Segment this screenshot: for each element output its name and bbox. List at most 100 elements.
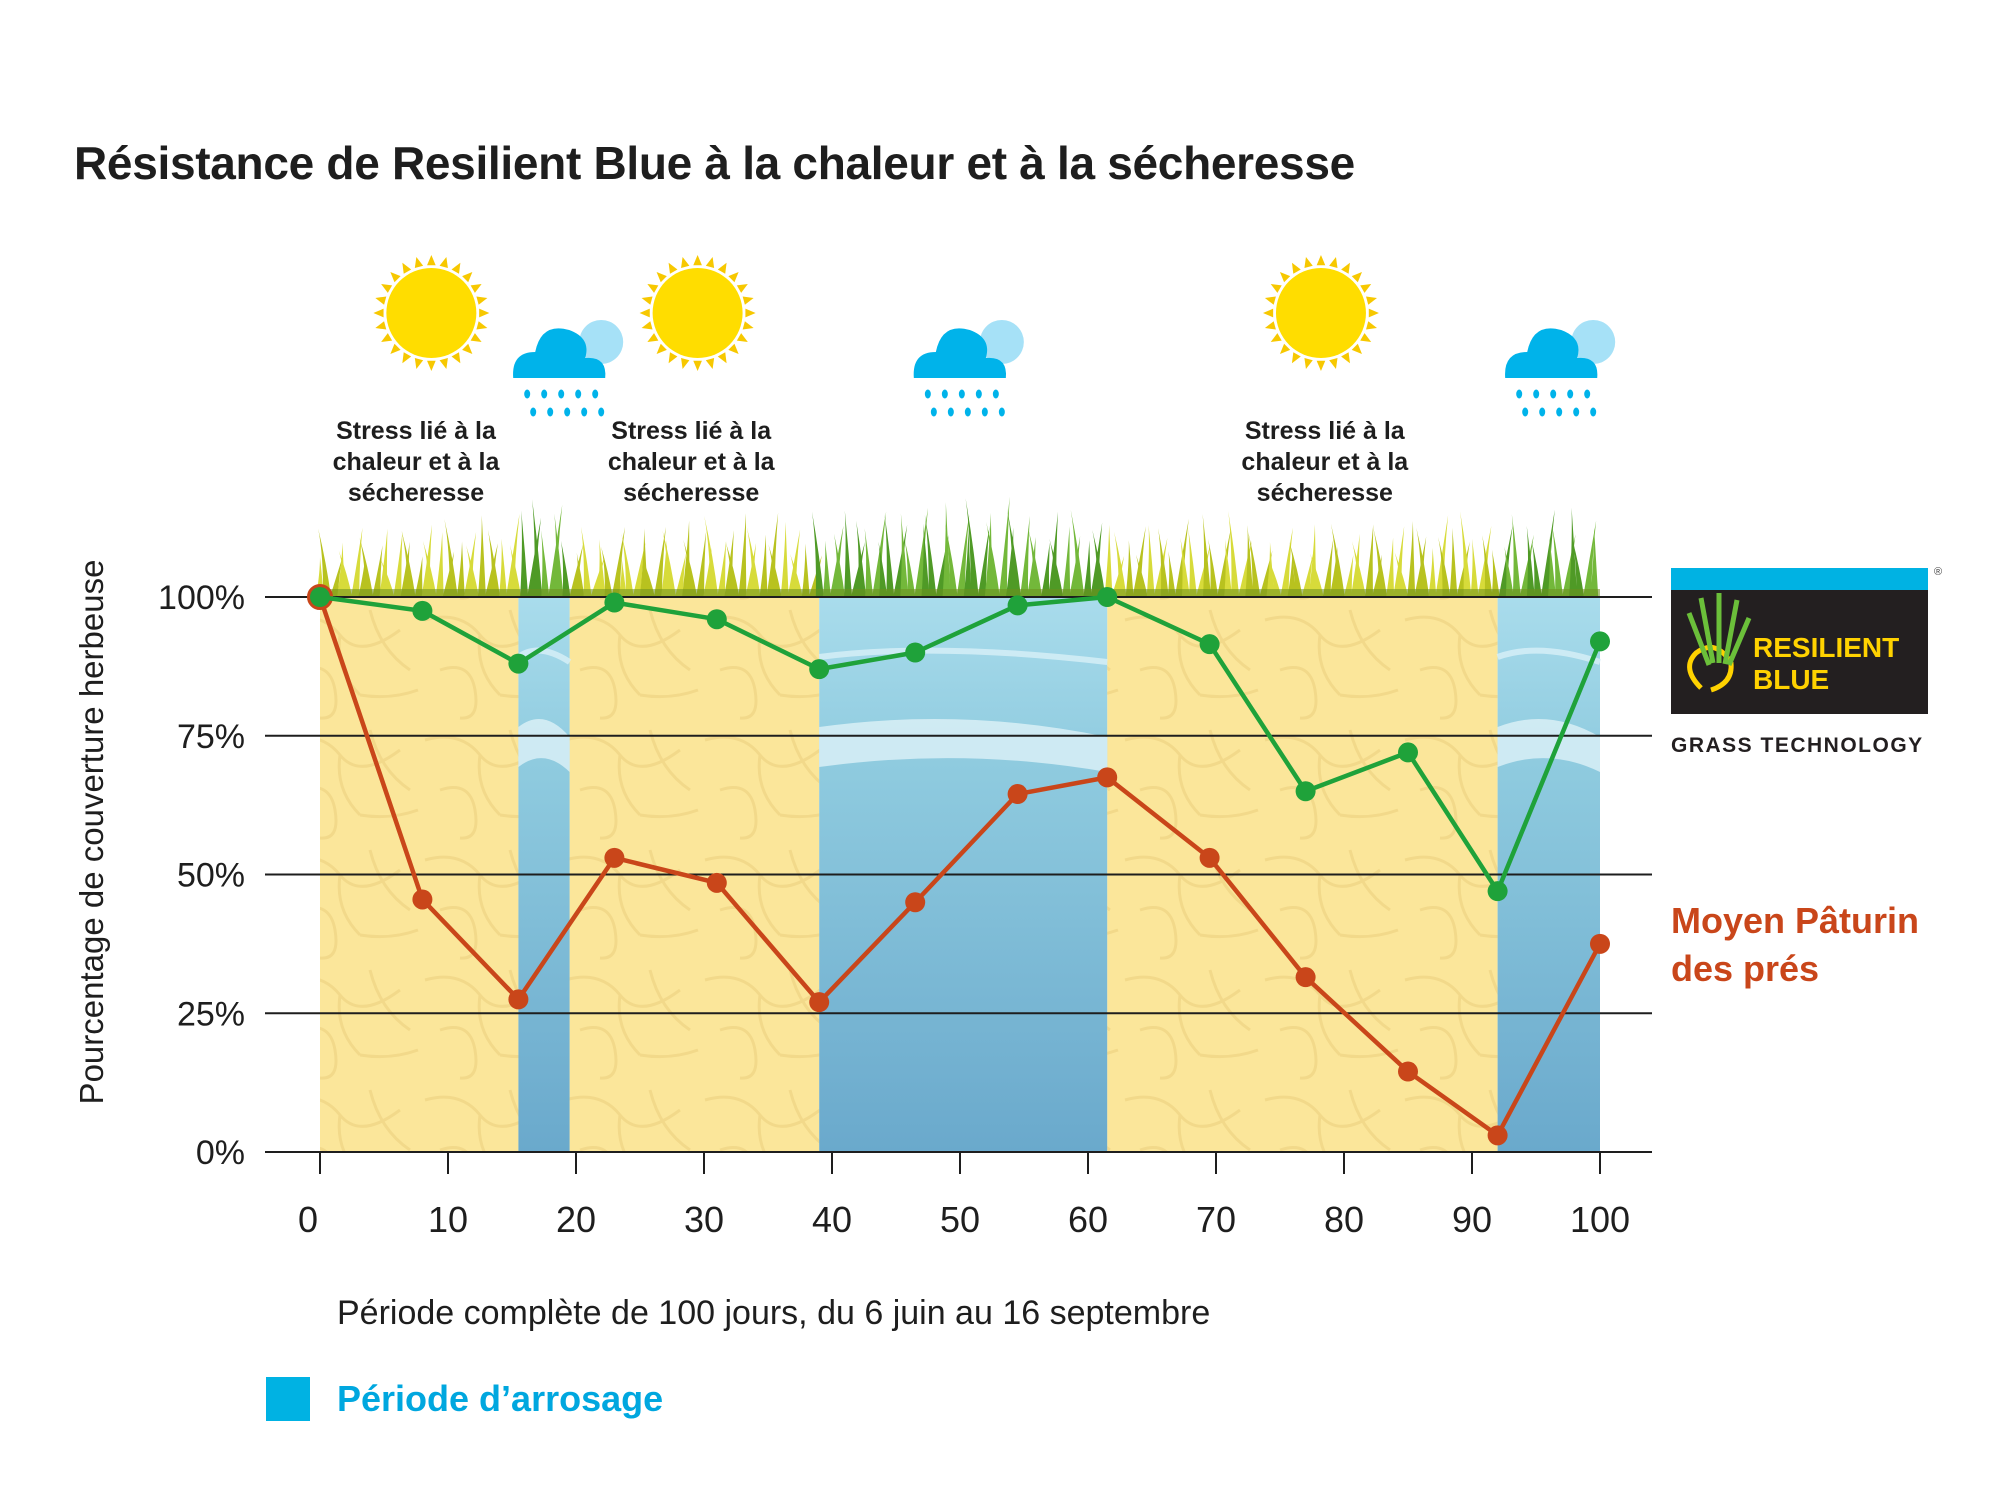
grass-blade <box>548 504 563 597</box>
sun-ray <box>390 271 401 283</box>
grass-blade <box>1287 551 1296 597</box>
grass-blade <box>780 521 789 597</box>
grass-blade <box>569 543 584 597</box>
grass-blade <box>379 528 388 597</box>
grass-blade <box>822 540 831 597</box>
sun-ray <box>451 262 461 274</box>
x-tick-label: 90 <box>1452 1199 1492 1240</box>
grass-blade <box>576 552 585 597</box>
grass-blade <box>1245 525 1254 597</box>
grass-blade <box>358 559 367 597</box>
sun-ray <box>656 343 667 355</box>
sun-ray <box>1264 296 1276 305</box>
grass-blade <box>1386 537 1395 597</box>
grass-blade <box>1416 527 1430 597</box>
grass-blade <box>1280 527 1293 597</box>
sun-ray <box>381 333 393 342</box>
series-label-meadow-grass: Moyen Pâturin des prés <box>1671 900 1920 989</box>
cloud-back <box>579 320 624 364</box>
sun-ray <box>705 256 715 268</box>
grass-blade <box>811 511 824 597</box>
stress-annotation-0: Stress lié à la chaleur et à la sécheres… <box>332 417 500 507</box>
sun-ray <box>1304 358 1313 370</box>
grass-blade <box>1153 537 1168 597</box>
x-tick-label: 10 <box>428 1199 468 1240</box>
sun-ray <box>427 255 436 266</box>
grass-blade <box>675 553 687 597</box>
y-tick-label: 100% <box>158 579 245 617</box>
x-tick-label: 70 <box>1196 1199 1236 1240</box>
legend-label-watering: Période d’arrosage <box>337 1378 664 1419</box>
grass-blade <box>1322 538 1334 597</box>
grass-blade <box>738 513 747 597</box>
grass-blade <box>1477 525 1492 597</box>
sun-ray <box>1304 256 1313 268</box>
grass-blade <box>456 541 465 597</box>
grass-blade <box>444 518 458 597</box>
sun-icon <box>1262 255 1379 371</box>
sun-ray <box>1329 256 1338 268</box>
grass-blade <box>696 531 707 597</box>
series-point-0 <box>508 653 529 674</box>
grass-blade <box>632 542 646 597</box>
grass-blade <box>704 515 719 597</box>
grass-blade <box>945 524 958 597</box>
rain-drop <box>1522 407 1529 417</box>
y-tick-label: 50% <box>177 857 245 895</box>
grass-blade <box>527 517 542 597</box>
grass-blade <box>1572 538 1585 597</box>
sun-ray <box>717 262 727 274</box>
wave-line-1 <box>818 647 1108 665</box>
series-line-1 <box>317 596 1602 1138</box>
grass-blade <box>1224 539 1233 597</box>
grass-blade <box>1428 547 1437 597</box>
sun-ray <box>668 262 678 274</box>
sun-ray <box>462 343 473 355</box>
sun-ray <box>656 271 667 283</box>
grass-blade <box>611 526 626 597</box>
grass-blade <box>963 528 972 597</box>
grass-blade <box>986 521 1000 597</box>
series-point-1 <box>508 989 529 1010</box>
series-point-1 <box>905 892 926 913</box>
sun-ray <box>375 321 387 330</box>
sun-ray <box>1360 284 1372 293</box>
grass-blade <box>1470 538 1479 597</box>
series-point-0 <box>1590 631 1610 652</box>
grass-blade <box>1289 541 1303 597</box>
rain-drop <box>524 389 531 399</box>
grass-blade <box>1364 524 1374 597</box>
grass-blade <box>1540 509 1555 597</box>
grass-blade <box>1531 540 1542 597</box>
grass-blade <box>618 558 627 597</box>
sun-ray <box>742 321 754 330</box>
cloud-front <box>1505 328 1598 378</box>
grass-blade <box>414 556 423 597</box>
grass-blade <box>1460 511 1472 597</box>
grass-blade <box>401 530 416 597</box>
series-point-0 <box>412 600 433 621</box>
rain-drop <box>1573 407 1580 417</box>
logo-tagline: GRASS TECHNOLOGY <box>1671 734 1924 757</box>
grass-blade <box>683 539 698 597</box>
sun-ray <box>451 352 461 364</box>
sun-ray <box>693 360 702 371</box>
rain-drop <box>530 407 537 417</box>
grass-blade <box>487 529 500 597</box>
sun-ray <box>641 321 653 330</box>
grass-blade <box>904 539 916 597</box>
grass-blade <box>372 545 383 597</box>
rain-drop <box>930 407 937 417</box>
grass-blade <box>717 541 727 597</box>
rain-drop <box>924 389 931 399</box>
sun-ray <box>1264 321 1276 330</box>
grass-blade <box>1268 559 1282 597</box>
sun-disc <box>386 268 477 358</box>
grass-blade <box>1309 553 1324 597</box>
grass-blade <box>1049 538 1064 597</box>
grass-blade <box>422 540 437 597</box>
wave-highlight-2 <box>1497 719 1600 772</box>
y-tick-label: 25% <box>177 995 245 1033</box>
sun-ray <box>647 333 659 342</box>
x-tick-label: 100 <box>1570 1199 1630 1240</box>
